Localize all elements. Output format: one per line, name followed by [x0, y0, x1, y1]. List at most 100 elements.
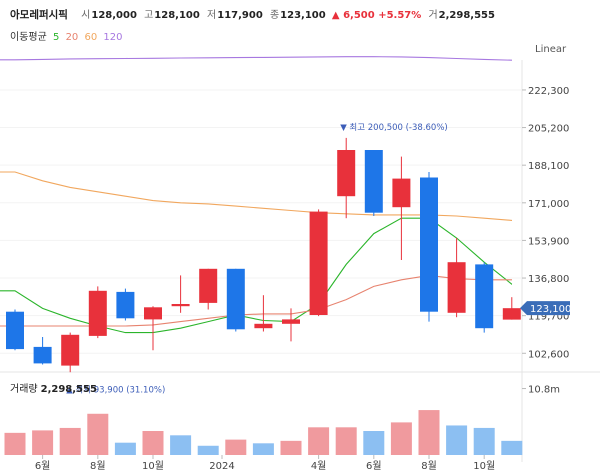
candle-body: [475, 264, 494, 329]
volume-label: 거: [428, 10, 438, 21]
candle: [364, 150, 383, 216]
candle-body: [337, 150, 356, 197]
candle-body: [282, 319, 300, 324]
open-label: 시: [81, 10, 91, 21]
time-tick-label: 6월: [366, 460, 382, 472]
price-tick-label: 119,700: [528, 312, 569, 323]
candle-body: [502, 308, 521, 320]
candle: [116, 288, 135, 321]
candles: [6, 137, 521, 373]
ma-60-line: [0, 171, 512, 221]
price-tick-label: 171,000: [528, 199, 569, 210]
high-annotation: ▼ 최고 200,500 (-38.60%): [340, 122, 448, 133]
price-tick-label: 153,900: [528, 236, 569, 247]
moving-average-lines: [0, 56, 513, 334]
current-price-tag: [520, 301, 570, 316]
candle: [337, 137, 356, 219]
volume-bar: [59, 427, 81, 455]
high-label: 고: [144, 10, 154, 21]
scale-toggle-button[interactable]: Linear: [535, 44, 567, 55]
candle-body: [61, 334, 80, 366]
time-tick-label: 10월: [142, 460, 164, 472]
ma-120-line: [0, 56, 512, 61]
close-value: 123,100: [280, 10, 326, 21]
low-label: 저: [207, 10, 217, 21]
candle: [475, 262, 494, 333]
candle-body: [309, 211, 328, 315]
candle: [144, 306, 162, 351]
volume-bar: [473, 427, 495, 455]
price-tick-label: 188,100: [528, 161, 569, 172]
volume-bar: [390, 422, 412, 455]
volume-bar: [142, 431, 164, 455]
candle: [309, 209, 328, 317]
time-tick-label: 6월: [35, 460, 51, 472]
price-tick-label: 222,300: [528, 86, 569, 97]
candle-body: [144, 307, 162, 320]
candle-body: [420, 177, 438, 312]
volume-bar: [114, 442, 136, 455]
volume-value: 2,298,555: [438, 10, 495, 21]
volume-bar: [32, 430, 54, 455]
candle-body: [6, 311, 24, 350]
volume-bar: [308, 427, 330, 455]
price-grid: [0, 60, 600, 462]
candle-body: [364, 150, 383, 213]
candle: [61, 332, 80, 373]
low-value: 117,900: [217, 10, 263, 21]
volume-panel: 10.8m: [4, 385, 560, 455]
candle: [33, 337, 52, 365]
candle-body: [254, 323, 273, 329]
candle: [502, 297, 521, 320]
time-tick-label: 2024: [209, 461, 234, 472]
close-label: 종: [269, 10, 280, 21]
stock-name: 아모레퍼시픽: [10, 9, 68, 21]
volume-bar: [446, 425, 468, 455]
change-value: ▲ 6,500 +5.57%: [331, 10, 422, 21]
volume-bar: [252, 443, 274, 455]
candle-body: [33, 346, 52, 364]
volume-bar: [280, 440, 302, 455]
ma-120-label[interactable]: 120: [103, 32, 123, 43]
candle: [392, 156, 411, 260]
candle-body: [392, 178, 411, 208]
volume-bar: [363, 431, 385, 455]
candle: [226, 268, 245, 332]
high-value: 128,100: [154, 10, 200, 21]
candle: [282, 308, 300, 342]
current-price-label: 123,100: [530, 304, 571, 315]
time-tick-label: 8월: [90, 460, 106, 472]
volume-panel-title: 거래량 2,298,555: [10, 380, 97, 395]
candle-body: [199, 268, 218, 303]
low-annotation: ▲ 최저 93,900 (31.10%): [66, 384, 165, 395]
time-axis: 6월 8월 10월 2024 4월 6월 8월 10월: [35, 455, 495, 472]
volume-panel-label: 거래량: [10, 384, 38, 395]
candle-body: [88, 290, 107, 336]
annotations: ▼ 최고 200,500 (-38.60%) ▲ 최저 93,900 (31.10…: [66, 122, 600, 395]
candle: [6, 309, 24, 351]
ma-legend-title: 이동평균: [10, 32, 47, 43]
volume-bar: [418, 410, 440, 455]
price-tick-label: 205,200: [528, 124, 569, 135]
candle-body: [447, 262, 466, 313]
time-tick-label: 10월: [473, 460, 495, 472]
volume-bar: [4, 432, 26, 455]
candle: [199, 268, 218, 310]
volume-bar: [501, 440, 523, 455]
volume-bar: [225, 439, 247, 455]
price-tick-label: 102,600: [528, 349, 569, 360]
volume-panel-value: 2,298,555: [40, 384, 97, 395]
time-tick-label: 4월: [311, 460, 327, 472]
candle: [420, 172, 438, 322]
candle-body: [226, 268, 245, 330]
ma-legend[interactable]: 이동평균 5 20 60 120: [10, 30, 126, 46]
ma-60-label[interactable]: 60: [84, 32, 98, 43]
open-value: 128,000: [91, 10, 137, 21]
candle: [447, 238, 466, 318]
ma-5-label[interactable]: 5: [53, 32, 60, 43]
volume-bar: [335, 427, 357, 455]
price-tick-label: 136,800: [528, 274, 569, 285]
ma-20-label[interactable]: 20: [65, 32, 79, 43]
candle: [88, 286, 107, 339]
